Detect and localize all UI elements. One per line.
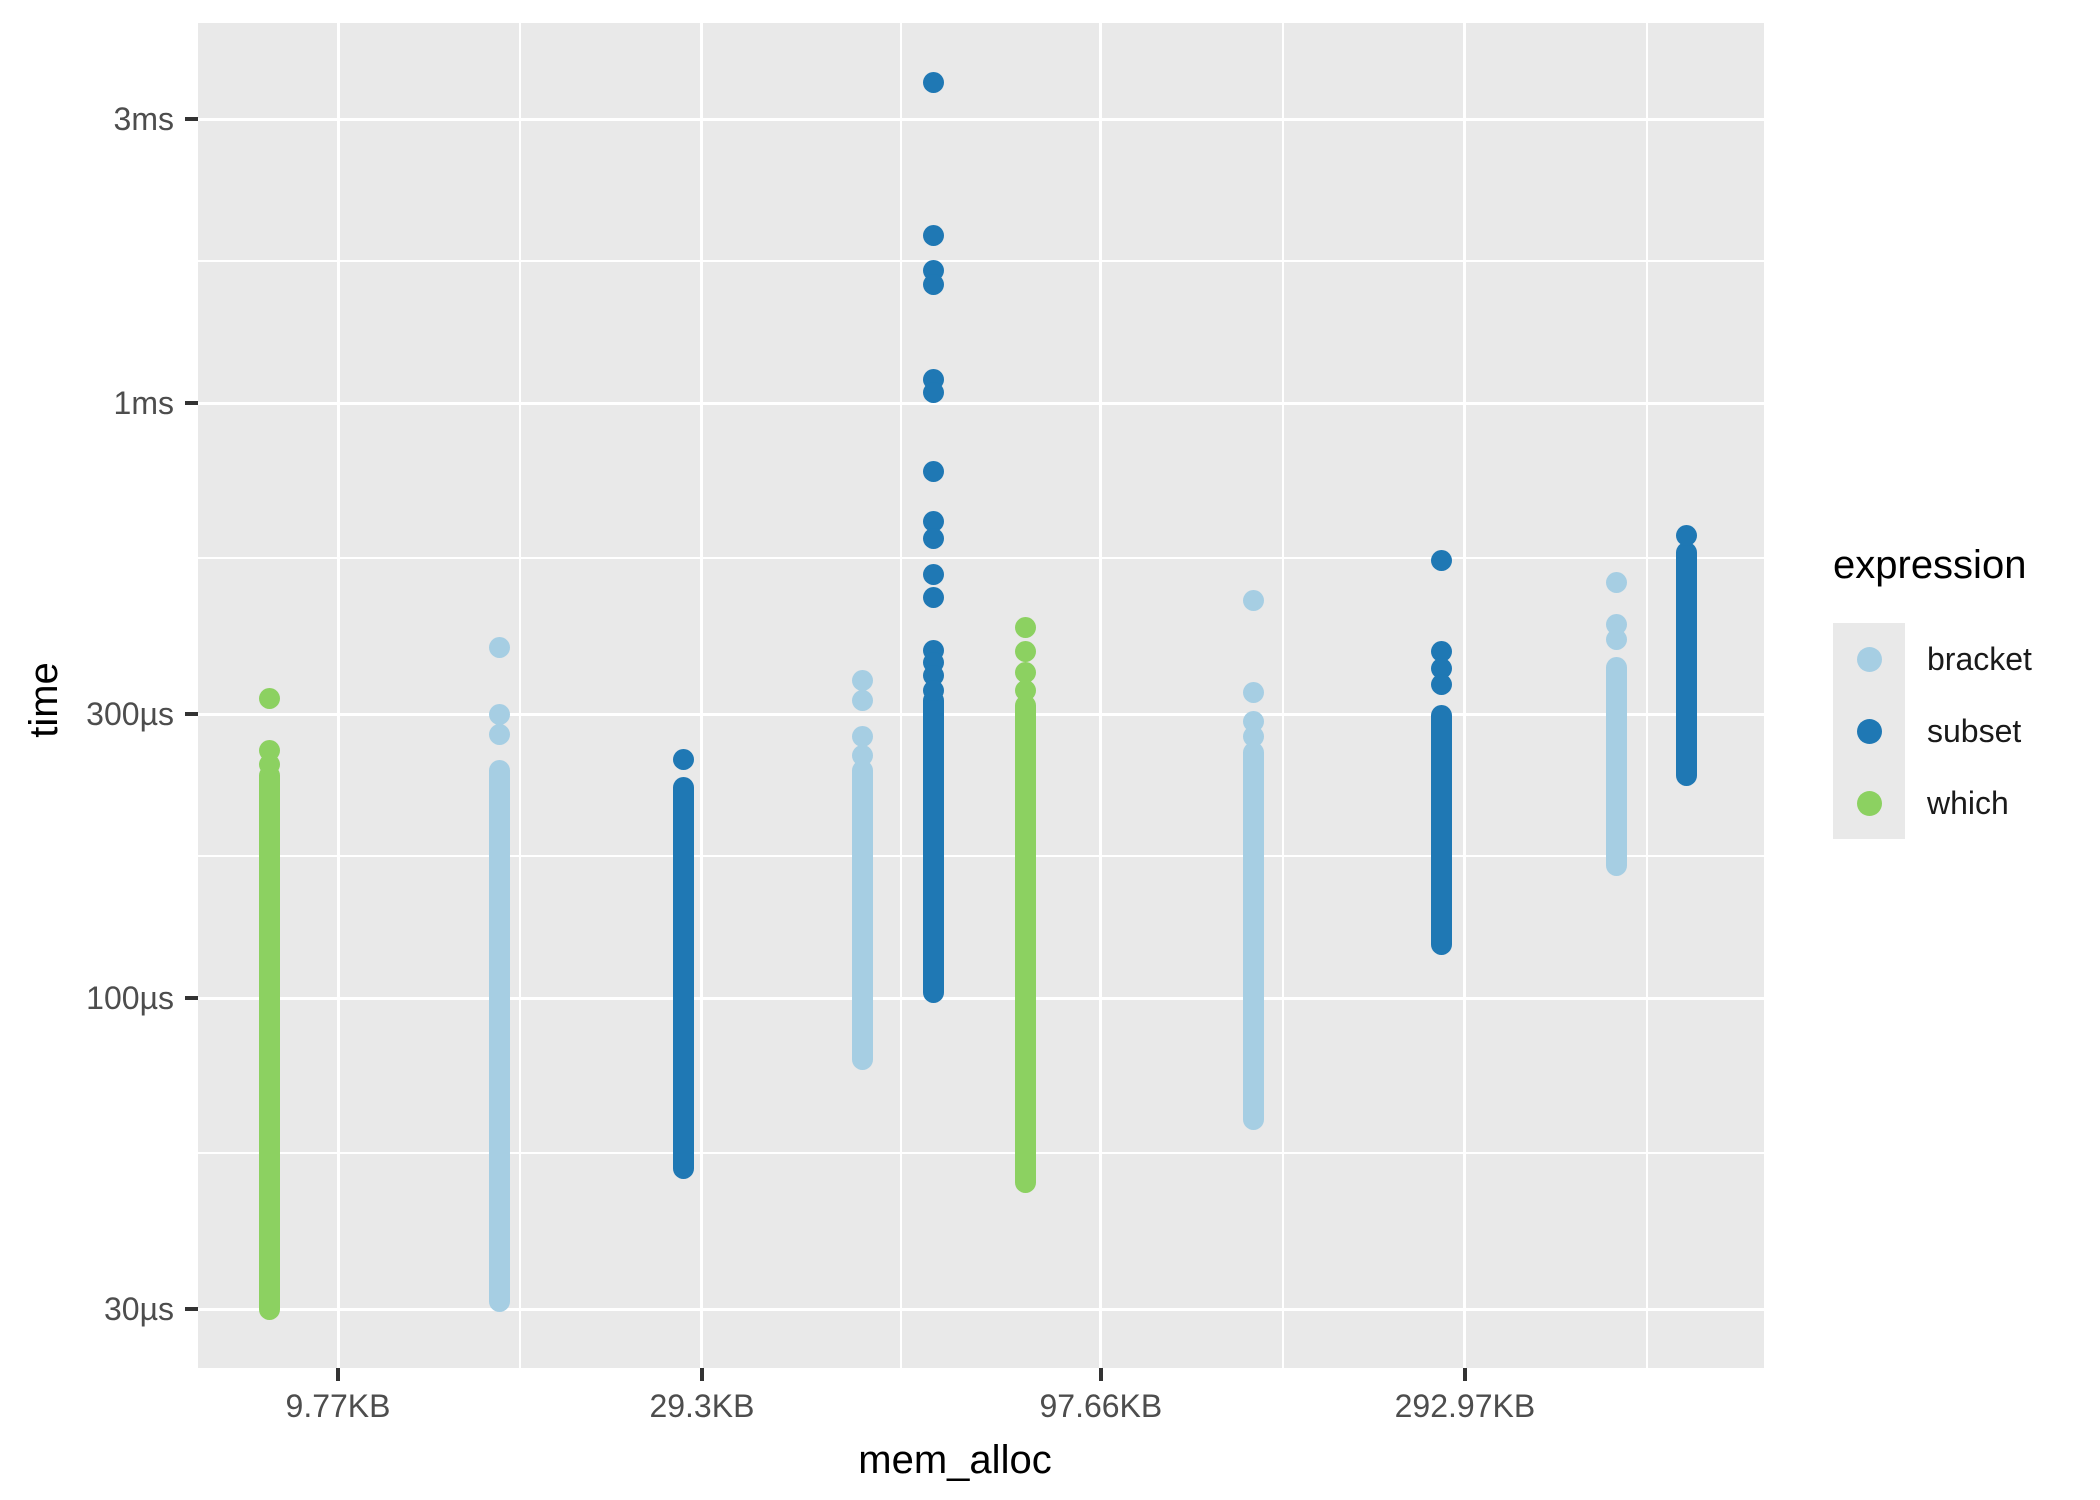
plot-panel — [198, 23, 1764, 1368]
gridline-y-minor — [198, 260, 1764, 263]
cluster-strip-bracket — [851, 760, 873, 1071]
outlier-dot-which — [1015, 641, 1037, 663]
y-tick-label: 3ms — [113, 101, 174, 138]
bracket-point-icon — [1856, 646, 1882, 672]
outlier-dot-subset — [923, 511, 945, 533]
outlier-dot-bracket — [488, 637, 510, 659]
outlier-dot-subset — [923, 586, 945, 608]
outlier-dot-which — [1015, 617, 1037, 639]
outlier-dot-subset — [923, 679, 945, 701]
y-tick-label: 1ms — [113, 385, 174, 421]
gridline-x-minor — [519, 23, 522, 1368]
y-tick-label: 100µs — [86, 980, 174, 1016]
y-axis-title: time — [22, 662, 66, 738]
legend-keys: bracket subset which — [1833, 623, 2032, 839]
legend-entry-subset: subset — [1833, 695, 2032, 767]
gridline-y-minor — [198, 855, 1764, 858]
outlier-dot-bracket — [1243, 682, 1265, 704]
cluster-strip-subset — [1675, 542, 1697, 786]
subset-point-icon — [1856, 718, 1882, 744]
legend-key — [1833, 695, 1905, 767]
outlier-dot-subset — [923, 72, 945, 94]
cluster-strip-which — [259, 764, 281, 1320]
outlier-dot-which — [1015, 661, 1037, 683]
x-tick-label: 29.3KB — [649, 1388, 755, 1424]
y-axis-tick — [185, 117, 198, 122]
gridline-x-minor — [1646, 23, 1649, 1368]
outlier-dot-bracket — [488, 703, 510, 725]
outlier-dot-bracket — [1243, 726, 1265, 748]
cluster-strip-subset — [672, 776, 694, 1180]
legend-label-bracket: bracket — [1927, 640, 2032, 677]
cluster-strip-which — [1015, 695, 1037, 1193]
outlier-dot-subset — [923, 274, 945, 296]
gridline-y-major — [198, 1307, 1764, 1311]
outlier-dot-bracket — [851, 690, 873, 712]
which-point-icon — [1856, 790, 1882, 816]
cluster-strip-subset — [1431, 705, 1452, 955]
legend-title: expression — [1833, 543, 2027, 587]
outlier-dot-bracket — [1243, 590, 1265, 612]
outlier-dot-bracket — [1606, 629, 1628, 651]
gridline-x-major — [1099, 23, 1103, 1368]
x-tick-label: 97.66KB — [1039, 1388, 1163, 1424]
legend-entry-which: which — [1833, 767, 2032, 839]
outlier-dot-which — [1015, 679, 1037, 701]
y-axis-tick — [185, 712, 198, 717]
legend: expression bracket subset which — [1833, 545, 2032, 839]
outlier-dot-which — [259, 753, 281, 775]
x-axis-tick — [1462, 1368, 1467, 1381]
legend-key — [1833, 623, 1905, 695]
gridline-y-minor — [198, 1152, 1764, 1155]
x-axis-tick — [336, 1368, 340, 1381]
y-axis-tick — [185, 401, 198, 405]
cluster-strip-bracket — [1243, 741, 1265, 1130]
x-tick-label: 9.77KB — [285, 1388, 391, 1424]
outlier-dot-which — [259, 687, 281, 709]
outlier-dot-bracket — [851, 744, 873, 766]
gridline-x-major — [700, 23, 704, 1368]
outlier-dot-bracket — [851, 669, 873, 691]
x-tick-label: 292.97KB — [1394, 1388, 1536, 1424]
outlier-dot-subset — [1431, 641, 1452, 663]
gridline-y-major — [198, 712, 1764, 716]
outlier-dot-bracket — [488, 724, 510, 746]
outlier-dot-subset — [923, 564, 945, 586]
outlier-dot-subset — [1431, 550, 1452, 572]
gridline-x-major — [1463, 23, 1467, 1368]
outlier-dot-subset — [1431, 673, 1452, 695]
gridline-y-minor — [198, 557, 1764, 560]
outlier-dot-subset — [923, 382, 945, 404]
x-axis-title: mem_alloc — [858, 1438, 1052, 1482]
gridline-x-minor — [900, 23, 903, 1368]
x-axis-tick — [1098, 1368, 1103, 1381]
y-axis-tick — [185, 996, 198, 1000]
gridline-x-minor — [1282, 23, 1285, 1368]
outlier-dot-subset — [1675, 524, 1697, 546]
x-axis-tick — [699, 1368, 704, 1381]
legend-entry-bracket: bracket — [1833, 623, 2032, 695]
y-axis-tick — [185, 1307, 198, 1312]
legend-key — [1833, 767, 1905, 839]
outlier-dot-subset — [1431, 657, 1452, 679]
outlier-dot-bracket — [1606, 571, 1628, 593]
cluster-strip-subset — [923, 690, 945, 1004]
outlier-dot-bracket — [851, 726, 873, 748]
y-tick-label: 30µs — [103, 1291, 174, 1328]
gridline-y-major — [198, 996, 1764, 1000]
y-tick-label: 300µs — [86, 696, 174, 733]
legend-label-subset: subset — [1927, 712, 2022, 749]
outlier-dot-subset — [923, 225, 945, 247]
cluster-strip-bracket — [1606, 657, 1628, 876]
outlier-dot-subset — [923, 527, 945, 549]
outlier-dot-subset — [672, 748, 694, 770]
gridline-y-major — [198, 401, 1764, 405]
cluster-strip-bracket — [488, 760, 510, 1312]
gridline-x-major — [336, 23, 340, 1368]
outlier-dot-subset — [923, 460, 945, 482]
gridline-y-major — [198, 117, 1764, 121]
legend-label-which: which — [1927, 784, 2009, 821]
